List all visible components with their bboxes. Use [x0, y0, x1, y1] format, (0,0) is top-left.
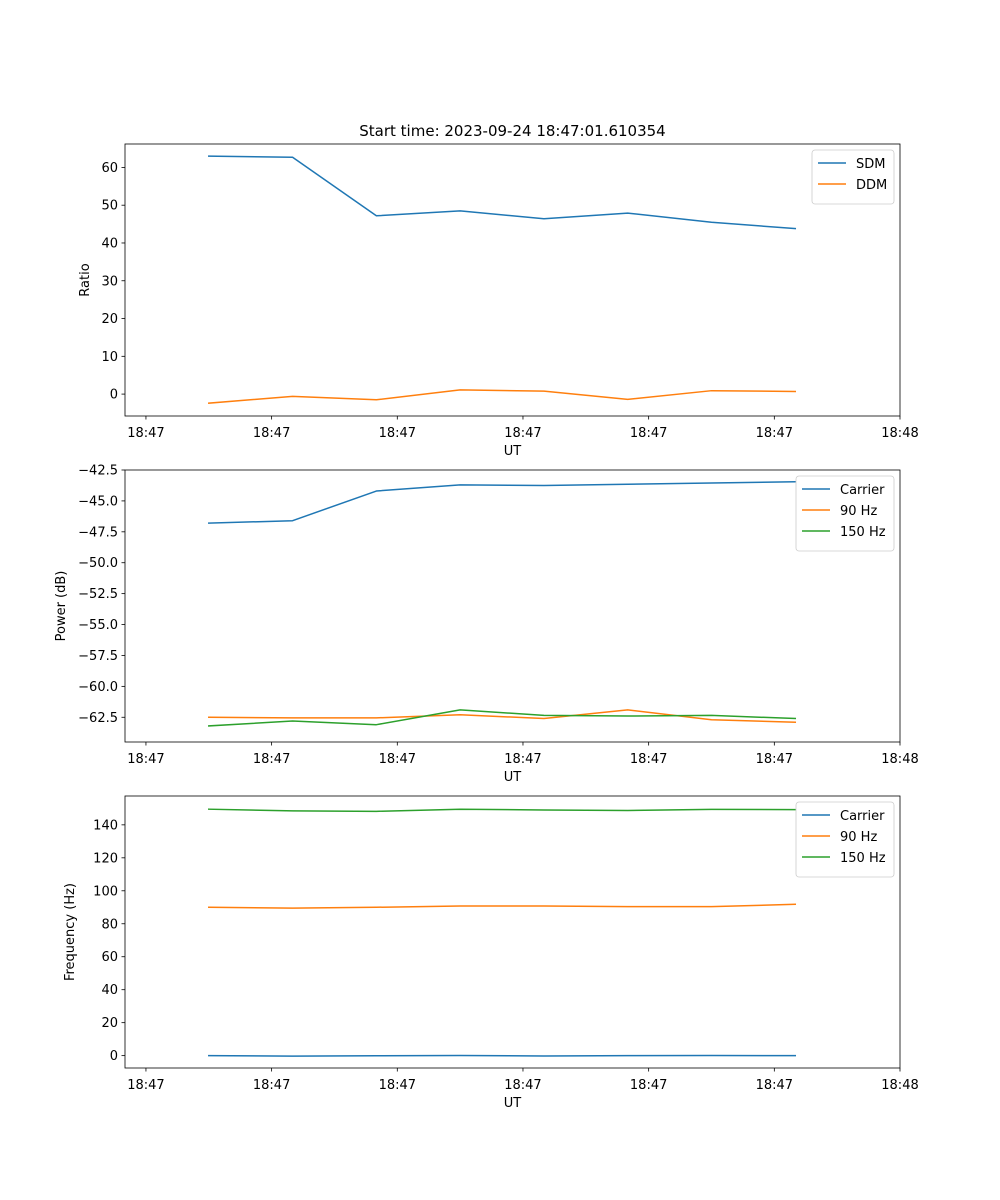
- power-legend-label: 90 Hz: [840, 504, 877, 519]
- frequency-series-line-150-hz: [208, 808, 797, 813]
- frequency-panel: 18:47 18:47 18:47 18:47 18:47 18:47 18:48 0 20 40…: [63, 795, 919, 1111]
- power-x-tick-label: 18:47: [127, 752, 164, 767]
- frequency-x-tick-label: 18:47: [504, 1078, 541, 1093]
- power-y-tick-label: −47.5: [78, 525, 118, 540]
- power-legend: [795, 475, 895, 552]
- ratio-x-tick-label: 18:47: [379, 426, 416, 441]
- frequency-y-axis-label: Frequency (Hz): [63, 883, 78, 981]
- power-axes-frame: [124, 469, 901, 743]
- frequency-axes-frame: [124, 795, 901, 1069]
- ratio-panel: 18:47 18:47 18:47 18:47 18:47 18:47 18:48 0 10 20…: [78, 143, 919, 459]
- ratio-y-axis-label: Ratio: [78, 263, 93, 296]
- ratio-y-tick-label: 20: [101, 312, 118, 327]
- power-x-tick-label: 18:47: [253, 752, 290, 767]
- power-y-axis-label: Power (dB): [54, 571, 69, 642]
- frequency-x-tick-label: 18:47: [630, 1078, 667, 1093]
- ratio-x-tick-label: 18:47: [127, 426, 164, 441]
- power-x-axis-label: UT: [504, 770, 522, 785]
- power-x-tick-label: 18:47: [379, 752, 416, 767]
- ratio-x-tick-label: 18:47: [504, 426, 541, 441]
- power-y-tick-label: −60.0: [78, 680, 118, 695]
- power-y-tick-label: −62.5: [78, 711, 118, 726]
- power-y-tick-label: −55.0: [78, 618, 118, 633]
- frequency-legend-label: 90 Hz: [840, 830, 877, 845]
- power-series-line-90-hz: [208, 709, 797, 723]
- ratio-y-tick-label: 30: [101, 274, 118, 289]
- frequency-legend-label: 150 Hz: [840, 851, 886, 866]
- frequency-legend-label: Carrier: [840, 809, 885, 824]
- ratio-axes-frame: [124, 143, 901, 417]
- power-series-line-150-hz: [207, 709, 797, 727]
- ratio-y-tick-label: 0: [110, 388, 118, 403]
- power-y-tick-label: −50.0: [78, 556, 118, 571]
- power-panel: 18:47 18:47 18:47 18:47 18:47 18:47 18:48 −62.5…: [54, 464, 919, 786]
- ratio-x-tick-label: 18:47: [756, 426, 793, 441]
- frequency-y-tick-label: 0: [110, 1049, 118, 1064]
- ratio-x-tick-label: 18:47: [253, 426, 290, 441]
- power-y-tick-label: −57.5: [78, 649, 118, 664]
- frequency-y-tick-label: 100: [93, 884, 118, 899]
- frequency-y-tick-label: 20: [101, 1016, 118, 1031]
- frequency-y-tick-label: 120: [93, 851, 118, 866]
- power-series-line-carrier: [208, 480, 797, 524]
- power-y-tick-label: −52.5: [78, 587, 118, 602]
- power-x-tick-label: 18:47: [756, 752, 793, 767]
- ratio-legend-label: SDM: [856, 157, 885, 172]
- frequency-y-tick-label: 40: [101, 983, 118, 998]
- power-x-tick-label: 18:48: [881, 752, 918, 767]
- power-x-tick-label: 18:47: [630, 752, 667, 767]
- ratio-x-axis-label: UT: [504, 444, 522, 459]
- figure-title: Start time: 2023-09-24 18:47:01.610354: [359, 122, 665, 140]
- frequency-x-tick-label: 18:47: [756, 1078, 793, 1093]
- frequency-x-tick-label: 18:47: [379, 1078, 416, 1093]
- frequency-x-tick-label: 18:48: [881, 1078, 918, 1093]
- ratio-y-tick-label: 60: [101, 161, 118, 176]
- ratio-series-line-ddm: [207, 389, 797, 404]
- frequency-x-tick-label: 18:47: [127, 1078, 164, 1093]
- ratio-x-tick-label: 18:47: [630, 426, 667, 441]
- frequency-series-line-carrier: [208, 1054, 797, 1057]
- frequency-y-tick-label: 80: [101, 917, 118, 932]
- power-legend-label: Carrier: [840, 483, 885, 498]
- ratio-series-line-sdm: [208, 155, 797, 230]
- power-legend-label: 150 Hz: [840, 525, 886, 540]
- ratio-y-tick-label: 50: [101, 199, 118, 214]
- power-y-tick-label: −42.5: [78, 464, 118, 479]
- ratio-y-tick-label: 10: [101, 350, 118, 365]
- frequency-series-line-90-hz: [208, 903, 797, 909]
- frequency-legend: [795, 801, 895, 878]
- ratio-legend-label: DDM: [856, 178, 887, 193]
- frequency-x-axis-label: UT: [504, 1096, 522, 1111]
- power-x-tick-label: 18:47: [504, 752, 541, 767]
- frequency-x-tick-label: 18:47: [253, 1078, 290, 1093]
- ratio-x-tick-label: 18:48: [881, 426, 918, 441]
- frequency-y-tick-label: 60: [101, 950, 118, 965]
- ratio-y-tick-label: 40: [101, 236, 118, 251]
- power-y-tick-label: −45.0: [78, 494, 118, 509]
- frequency-y-tick-label: 140: [93, 818, 118, 833]
